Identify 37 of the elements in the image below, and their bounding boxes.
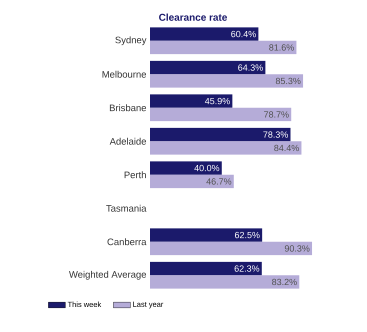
y-tick-label: Brisbane: [110, 104, 146, 112]
bar: [150, 27, 258, 41]
data-label: 62.3%: [234, 265, 260, 272]
y-tick-label: Perth: [124, 171, 146, 178]
y-tick-label: Melbourne: [102, 70, 146, 78]
bar: [150, 161, 222, 175]
y-tick-label: Adelaide: [110, 138, 146, 145]
y-tick-label: Weighted Average: [69, 270, 146, 280]
data-label: 78.7%: [264, 111, 289, 118]
data-label: 40.0%: [194, 164, 220, 172]
bar: [150, 128, 291, 142]
data-label: 64.3%: [238, 64, 263, 71]
bar: [150, 262, 262, 276]
y-tick-label: Canberra: [108, 238, 146, 246]
data-label: 83.2%: [272, 278, 297, 286]
bar: [150, 108, 292, 122]
y-tick-label: Sydney: [115, 36, 146, 46]
bar: [150, 74, 304, 88]
data-label: 46.7%: [206, 178, 232, 185]
data-label: 81.6%: [269, 44, 294, 51]
data-label: 85.3%: [276, 78, 301, 84]
data-label: 62.5%: [234, 232, 260, 238]
bar: [150, 228, 262, 242]
data-label: 78.3%: [263, 131, 288, 138]
chart-title: Clearance rate: [159, 14, 227, 21]
bar: [150, 141, 302, 155]
data-label: 45.9%: [204, 98, 230, 104]
bar: [150, 242, 312, 256]
bar: [150, 94, 232, 108]
data-label: 90.3%: [284, 245, 310, 252]
bar: [150, 40, 296, 54]
bar: [150, 275, 300, 289]
data-label: 84.4%: [274, 144, 299, 152]
y-tick-label: Tasmania: [106, 204, 146, 212]
data-label: 60.4%: [231, 30, 256, 38]
bar: [150, 60, 266, 74]
bar: [150, 174, 234, 188]
